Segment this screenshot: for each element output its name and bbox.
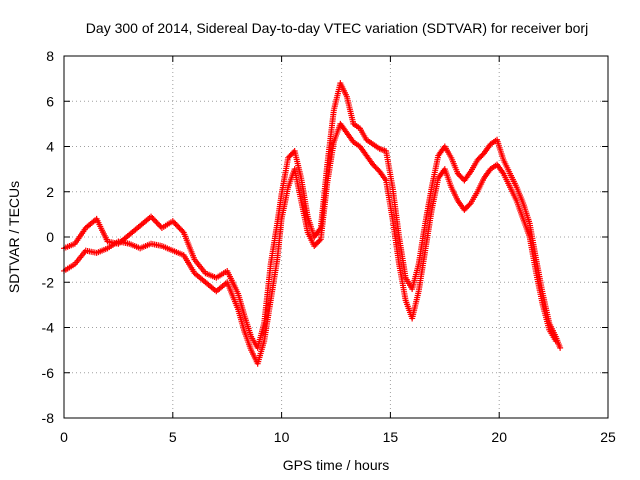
data-point-marker: [316, 237, 323, 244]
x-tick-label: 0: [60, 429, 68, 445]
y-tick-label: 6: [46, 93, 54, 109]
y-tick-label: 0: [46, 229, 54, 245]
y-tick-label: 2: [46, 184, 54, 200]
data-point-marker: [456, 172, 463, 179]
data-point-marker: [475, 155, 482, 162]
x-tick-label: 10: [274, 429, 290, 445]
data-point-marker: [312, 241, 319, 248]
y-tick-label: -4: [42, 320, 55, 336]
series-track-2: [61, 120, 559, 367]
data-point-marker: [461, 206, 468, 213]
data-point-marker: [457, 173, 464, 180]
chart-title: Day 300 of 2014, Sidereal Day-to-day VTE…: [86, 20, 588, 36]
data-point-marker: [478, 153, 485, 160]
data-point-marker: [477, 154, 484, 161]
data-point-marker: [552, 338, 559, 345]
data-point-marker: [285, 154, 292, 161]
y-tick-label: -6: [42, 365, 55, 381]
x-tick-label: 25: [600, 429, 616, 445]
data-point-marker: [313, 240, 320, 247]
data-point-marker: [373, 165, 380, 172]
data-point-marker: [311, 243, 318, 250]
data-point-marker: [463, 204, 470, 211]
x-axis-label: GPS time / hours: [283, 457, 390, 473]
data-point-marker: [465, 202, 472, 209]
data-point-marker: [371, 162, 378, 169]
data-point-marker: [454, 170, 461, 177]
data-point-marker: [286, 153, 293, 160]
y-tick-label: -2: [42, 274, 55, 290]
y-tick-label: -8: [42, 410, 55, 426]
data-point-marker: [462, 205, 469, 212]
x-tick-label: 15: [383, 429, 399, 445]
ticks: 0 5 10 15 20 25 -8 -6 -4 -2 0 2 4 6 8: [42, 48, 616, 445]
y-tick-label: 4: [46, 139, 54, 155]
data-point-marker: [315, 238, 322, 245]
x-tick-label: 5: [169, 429, 177, 445]
data-point-marker: [369, 161, 376, 168]
data-point-marker: [557, 344, 564, 351]
x-tick-label: 20: [491, 429, 507, 445]
y-axis-label: SDTVAR / TECUs: [6, 181, 22, 293]
data-point-marker: [466, 201, 473, 208]
data-point-marker: [289, 150, 296, 157]
y-tick-label: 8: [46, 48, 54, 64]
data-marks: [61, 80, 564, 367]
data-point-marker: [372, 164, 379, 171]
data-point-marker: [474, 157, 481, 164]
